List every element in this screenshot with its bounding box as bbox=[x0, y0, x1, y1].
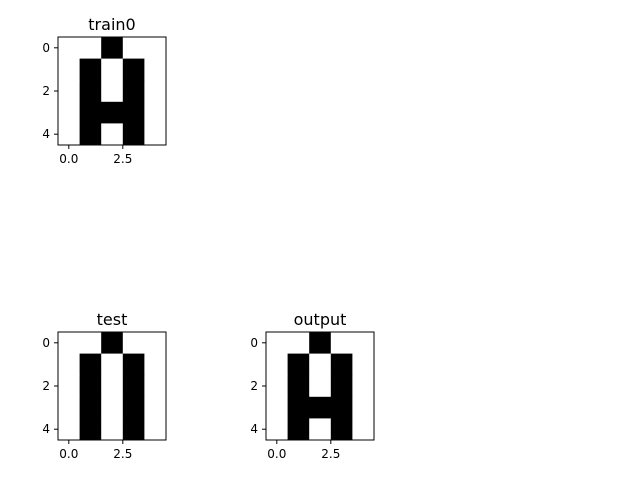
cell-r1-c4 bbox=[144, 353, 167, 376]
cell-r2-c3 bbox=[330, 375, 353, 398]
cell-r1-c2 bbox=[309, 353, 332, 376]
cell-r0-c4 bbox=[352, 332, 375, 354]
cell-r4-c3 bbox=[330, 418, 353, 441]
cell-r4-c3 bbox=[122, 123, 145, 146]
cell-r1-c0 bbox=[58, 353, 80, 376]
cell-r0-c1 bbox=[79, 37, 102, 59]
cell-r0-c3 bbox=[122, 332, 145, 354]
cell-r3-c0 bbox=[266, 396, 288, 419]
cell-r4-c0 bbox=[58, 418, 80, 441]
cell-r0-c3 bbox=[122, 37, 145, 59]
cell-r3-c2 bbox=[101, 101, 124, 124]
cell-r0-c3 bbox=[330, 332, 353, 354]
cell-r2-c4 bbox=[144, 375, 167, 398]
cell-r2-c3 bbox=[122, 80, 145, 103]
cell-r3-c2 bbox=[101, 396, 124, 419]
cell-r0-c4 bbox=[144, 37, 167, 59]
cell-r2-c0 bbox=[266, 375, 288, 398]
cell-r1-c3 bbox=[122, 58, 145, 81]
x-tick-label: 0.0 bbox=[59, 447, 78, 461]
chart-title: train0 bbox=[88, 15, 135, 34]
cell-r0-c1 bbox=[287, 332, 310, 354]
cell-r0-c2 bbox=[101, 37, 124, 59]
cell-r2-c2 bbox=[101, 375, 124, 398]
cell-r2-c2 bbox=[309, 375, 332, 398]
y-tick-label: 2 bbox=[42, 379, 50, 393]
cell-r4-c0 bbox=[266, 418, 288, 441]
x-tick-label: 2.5 bbox=[113, 447, 132, 461]
x-tick-label: 0.0 bbox=[59, 152, 78, 166]
cell-r3-c0 bbox=[58, 396, 80, 419]
cell-r0-c1 bbox=[79, 332, 102, 354]
y-tick-label: 0 bbox=[250, 336, 258, 350]
cell-r0-c2 bbox=[309, 332, 332, 354]
cell-r1-c3 bbox=[330, 353, 353, 376]
chart-title: test bbox=[97, 310, 128, 329]
cell-r0-c4 bbox=[144, 332, 167, 354]
cell-r2-c4 bbox=[352, 375, 375, 398]
cell-r2-c3 bbox=[122, 375, 145, 398]
cell-r4-c1 bbox=[287, 418, 310, 441]
cell-r1-c0 bbox=[58, 58, 80, 81]
y-tick-label: 4 bbox=[42, 127, 50, 141]
cell-r0-c0 bbox=[58, 37, 80, 59]
cell-r2-c1 bbox=[79, 375, 102, 398]
cell-r1-c0 bbox=[266, 353, 288, 376]
cell-r4-c3 bbox=[122, 418, 145, 441]
x-tick-label: 2.5 bbox=[321, 447, 340, 461]
cell-r3-c2 bbox=[309, 396, 332, 419]
cell-r3-c1 bbox=[287, 396, 310, 419]
heatmap-test: test 0.0 2.5 0 2 4 bbox=[42, 310, 167, 461]
x-tick-label: 0.0 bbox=[267, 447, 286, 461]
cell-r2-c4 bbox=[144, 80, 167, 103]
cell-r1-c1 bbox=[79, 353, 102, 376]
cell-r1-c3 bbox=[122, 353, 145, 376]
y-tick-label: 2 bbox=[250, 379, 258, 393]
cell-r1-c2 bbox=[101, 58, 124, 81]
cell-r0-c0 bbox=[266, 332, 288, 354]
cell-r3-c4 bbox=[144, 101, 167, 124]
cell-r3-c3 bbox=[122, 396, 145, 419]
x-tick-label: 2.5 bbox=[113, 152, 132, 166]
cell-r3-c4 bbox=[144, 396, 167, 419]
cell-r4-c4 bbox=[144, 418, 167, 441]
cell-r1-c4 bbox=[352, 353, 375, 376]
cell-r2-c2 bbox=[101, 80, 124, 103]
y-tick-label: 0 bbox=[42, 41, 50, 55]
cell-r4-c2 bbox=[101, 123, 124, 146]
y-tick-label: 4 bbox=[250, 422, 258, 436]
cell-r4-c4 bbox=[352, 418, 375, 441]
cell-r4-c4 bbox=[144, 123, 167, 146]
cell-r1-c2 bbox=[101, 353, 124, 376]
y-tick-label: 4 bbox=[42, 422, 50, 436]
y-tick-label: 0 bbox=[42, 336, 50, 350]
chart-title: output bbox=[294, 310, 347, 329]
cell-r4-c2 bbox=[309, 418, 332, 441]
cell-r0-c0 bbox=[58, 332, 80, 354]
cell-r1-c4 bbox=[144, 58, 167, 81]
cell-r3-c4 bbox=[352, 396, 375, 419]
cell-r3-c3 bbox=[330, 396, 353, 419]
cell-r3-c3 bbox=[122, 101, 145, 124]
cell-r1-c1 bbox=[287, 353, 310, 376]
cell-r2-c0 bbox=[58, 375, 80, 398]
heatmap-train0: train0 0.0 2.5 0 2 4 bbox=[42, 15, 167, 166]
heatmap-output: output 0.0 2.5 0 2 4 bbox=[250, 310, 375, 461]
cell-r2-c1 bbox=[287, 375, 310, 398]
cell-r3-c0 bbox=[58, 101, 80, 124]
cell-r4-c1 bbox=[79, 418, 102, 441]
cell-r4-c1 bbox=[79, 123, 102, 146]
y-tick-label: 2 bbox=[42, 84, 50, 98]
cell-r4-c2 bbox=[101, 418, 124, 441]
cell-r4-c0 bbox=[58, 123, 80, 146]
cell-r3-c1 bbox=[79, 101, 102, 124]
cell-r0-c2 bbox=[101, 332, 124, 354]
cell-r3-c1 bbox=[79, 396, 102, 419]
cell-r2-c0 bbox=[58, 80, 80, 103]
cell-r2-c1 bbox=[79, 80, 102, 103]
cell-r1-c1 bbox=[79, 58, 102, 81]
